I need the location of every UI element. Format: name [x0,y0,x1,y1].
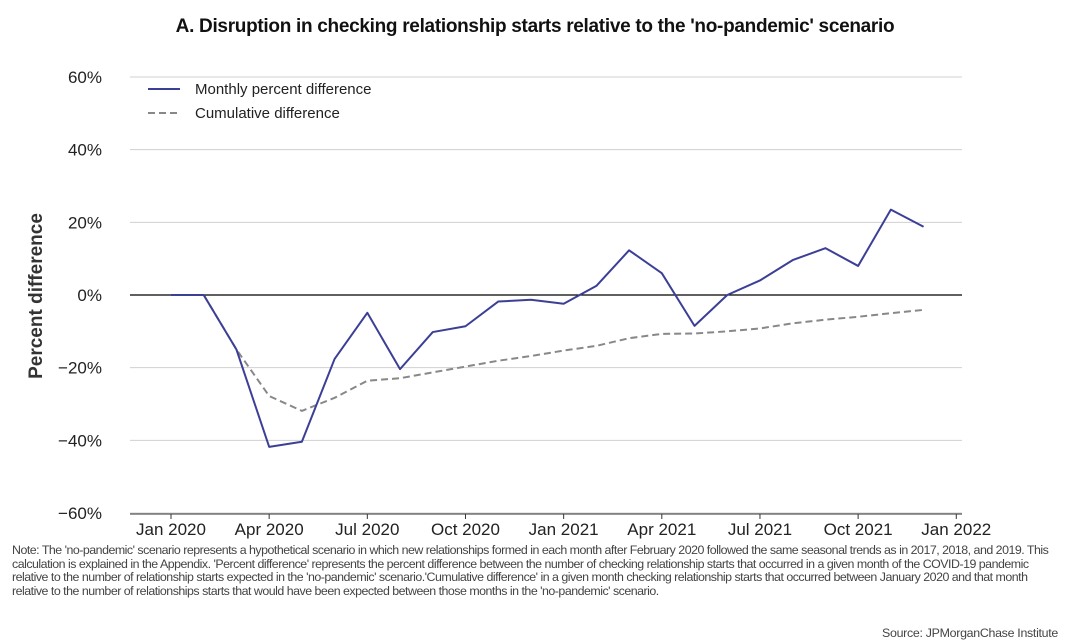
x-tick-label: Apr 2020 [235,520,304,539]
x-tick-label: Oct 2021 [824,520,893,539]
x-tick-label: Jan 2020 [136,520,206,539]
x-tick-label: Jan 2022 [921,520,991,539]
x-tick-label: Apr 2021 [627,520,696,539]
x-tick-label: Oct 2020 [431,520,500,539]
chart-title: A. Disruption in checking relationship s… [175,16,895,37]
y-axis-label: Percent difference [26,213,47,379]
series-line-cumulative [171,294,924,412]
chart-source: Source: JPMorganChase Institute [876,626,1058,640]
y-tick-label: 60% [68,68,102,87]
y-tick-label: −60% [58,504,102,523]
y-tick-label: −40% [58,431,102,450]
y-tick-label: 20% [68,213,102,232]
x-tick-label: Jan 2021 [529,520,599,539]
series-line-monthly [171,208,925,448]
y-tick-label: 40% [68,141,102,160]
chart-note: Note: The 'no-pandemic' scenario represe… [12,543,1049,598]
x-tick-label: Jul 2021 [728,520,792,539]
y-tick-label: 0% [77,286,102,305]
x-tick-label: Jul 2020 [335,520,399,539]
legend-label: Monthly percent difference [195,81,372,98]
legend-label: Cumulative difference [195,105,340,122]
y-tick-label: −20% [58,359,102,378]
